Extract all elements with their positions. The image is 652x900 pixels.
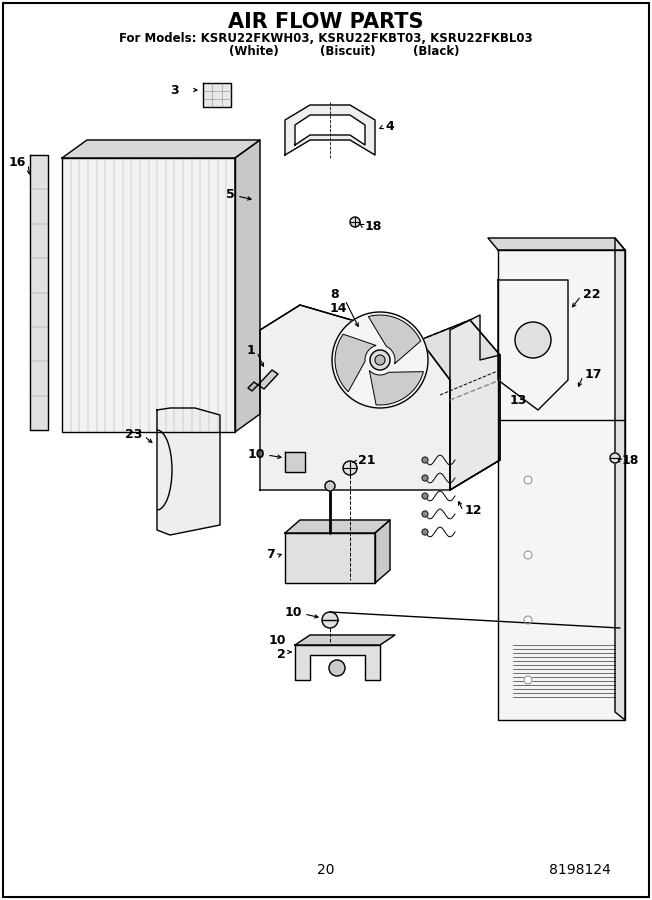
- Text: 8198124: 8198124: [549, 863, 611, 877]
- Text: 7: 7: [266, 548, 275, 562]
- Text: 16: 16: [8, 157, 26, 169]
- Circle shape: [422, 529, 428, 535]
- Circle shape: [422, 457, 428, 463]
- Text: 10: 10: [269, 634, 286, 646]
- Text: 20: 20: [318, 863, 334, 877]
- Polygon shape: [450, 315, 500, 490]
- Text: (Black): (Black): [413, 46, 459, 58]
- Circle shape: [370, 350, 390, 370]
- Polygon shape: [62, 140, 260, 158]
- Polygon shape: [498, 280, 568, 410]
- Polygon shape: [258, 370, 278, 389]
- Circle shape: [343, 461, 357, 475]
- Text: 17: 17: [585, 368, 602, 382]
- Circle shape: [332, 312, 428, 408]
- Text: (Biscuit): (Biscuit): [320, 46, 376, 58]
- Polygon shape: [157, 408, 220, 535]
- Polygon shape: [498, 250, 625, 720]
- Polygon shape: [285, 533, 375, 583]
- Text: 12: 12: [465, 503, 482, 517]
- Polygon shape: [248, 382, 258, 391]
- Polygon shape: [615, 238, 625, 720]
- Circle shape: [524, 551, 532, 559]
- Text: AIR FLOW PARTS: AIR FLOW PARTS: [228, 12, 424, 32]
- Text: 5: 5: [226, 188, 235, 202]
- Circle shape: [329, 660, 345, 676]
- Text: 14: 14: [330, 302, 348, 314]
- Text: 18: 18: [365, 220, 382, 233]
- Circle shape: [325, 481, 335, 491]
- Circle shape: [422, 493, 428, 499]
- Polygon shape: [203, 83, 231, 107]
- Circle shape: [422, 511, 428, 517]
- Polygon shape: [488, 238, 625, 250]
- Text: (White): (White): [229, 46, 279, 58]
- Polygon shape: [285, 452, 305, 472]
- Text: 8: 8: [330, 289, 338, 302]
- Circle shape: [524, 676, 532, 684]
- Polygon shape: [295, 645, 380, 680]
- Text: 4: 4: [385, 121, 394, 133]
- Circle shape: [610, 453, 620, 463]
- Polygon shape: [62, 158, 235, 432]
- Polygon shape: [285, 520, 390, 533]
- Text: 10: 10: [284, 606, 302, 618]
- Circle shape: [515, 322, 551, 358]
- Circle shape: [524, 476, 532, 484]
- Circle shape: [375, 355, 385, 365]
- Circle shape: [524, 616, 532, 624]
- Text: 10: 10: [248, 448, 265, 462]
- Text: 2: 2: [277, 649, 286, 662]
- Polygon shape: [295, 635, 395, 645]
- Circle shape: [422, 475, 428, 481]
- Text: 1: 1: [246, 344, 255, 356]
- Polygon shape: [335, 334, 376, 392]
- Polygon shape: [368, 315, 421, 364]
- Polygon shape: [30, 155, 48, 430]
- Polygon shape: [420, 320, 500, 490]
- Circle shape: [350, 217, 360, 227]
- Circle shape: [322, 612, 338, 628]
- Text: 3: 3: [170, 84, 179, 96]
- Polygon shape: [260, 305, 450, 490]
- Text: 18: 18: [622, 454, 640, 466]
- Text: 23: 23: [125, 428, 142, 442]
- Text: For Models: KSRU22FKWH03, KSRU22FKBT03, KSRU22FKBL03: For Models: KSRU22FKWH03, KSRU22FKBT03, …: [119, 32, 533, 44]
- Polygon shape: [295, 115, 365, 145]
- Polygon shape: [370, 371, 423, 405]
- Text: 13: 13: [510, 393, 527, 407]
- Polygon shape: [285, 105, 375, 155]
- Text: 21: 21: [358, 454, 376, 466]
- Polygon shape: [235, 140, 260, 432]
- Polygon shape: [375, 520, 390, 583]
- Text: 22: 22: [583, 289, 600, 302]
